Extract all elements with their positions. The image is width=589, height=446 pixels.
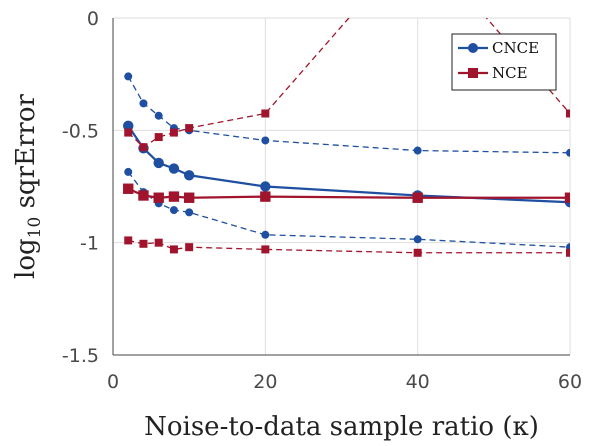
cnce-upper-point xyxy=(261,136,270,145)
cnce-mean-point xyxy=(260,181,271,192)
nce-lower-point xyxy=(413,248,422,257)
nce-upper-point xyxy=(124,128,133,137)
cnce-upper-point xyxy=(154,111,163,120)
cnce-upper-point xyxy=(566,148,570,157)
x-tick-label: 40 xyxy=(406,371,430,393)
cnce-mean-point xyxy=(168,163,180,174)
cnce-lower-point xyxy=(185,208,194,217)
cnce-mean-point xyxy=(183,170,195,181)
tick-labels: 0 20 40 60 0 -0.5 -1 -1.5 xyxy=(62,8,582,393)
legend-marker-cnce xyxy=(468,43,478,53)
cnce-mean-line xyxy=(127,125,570,204)
nce-lower-point xyxy=(139,239,148,248)
nce-upper-point xyxy=(185,124,194,133)
nce-mean-line xyxy=(127,187,570,199)
nce-mean-point xyxy=(183,192,195,203)
cnce-lower-point xyxy=(169,206,178,215)
legend-label-cnce: CNCE xyxy=(492,39,539,57)
nce-lower-point xyxy=(154,238,163,247)
plot-area xyxy=(123,18,570,257)
legend-label-nce: NCE xyxy=(492,64,528,82)
y-tick-label: -1 xyxy=(80,233,99,255)
nce-mean-point xyxy=(138,190,149,201)
x-tick-label: 20 xyxy=(253,371,277,393)
y-axis-label-base: log xyxy=(11,238,41,279)
series-nce xyxy=(123,18,570,257)
cnce-mean-point xyxy=(123,120,134,132)
cnce-lower-point xyxy=(261,230,270,239)
series-cnce xyxy=(123,72,570,252)
nce-lower-point xyxy=(124,236,133,245)
nce-lower-point xyxy=(261,245,270,254)
cnce-lower-point xyxy=(124,167,133,176)
nce-upper-point xyxy=(169,128,178,137)
nce-lower-point xyxy=(185,243,194,252)
y-axis-label: log10 sqrError xyxy=(11,94,45,279)
nce-lower-line xyxy=(128,239,570,254)
nce-upper-point xyxy=(261,109,270,118)
legend: CNCE NCE xyxy=(451,33,557,91)
y-tick-label: -1.5 xyxy=(62,345,99,367)
y-axis-label-subscript: 10 xyxy=(25,217,45,239)
nce-upper-point xyxy=(566,109,570,118)
nce-lower-point xyxy=(169,245,178,254)
y-tick-label: -0.5 xyxy=(62,120,99,142)
nce-mean-point xyxy=(123,183,134,194)
cnce-lower-line xyxy=(127,171,570,248)
x-tick-label: 0 xyxy=(107,371,119,393)
nce-mean-point xyxy=(153,192,164,203)
y-tick-label: 0 xyxy=(87,8,99,30)
y-axis-label-rest: sqrError xyxy=(11,94,41,217)
cnce-upper-point xyxy=(124,72,133,81)
nce-mean-point xyxy=(412,192,423,203)
nce-mean-point xyxy=(260,191,271,202)
nce-mean-point xyxy=(564,192,570,203)
nce-lower-point xyxy=(566,248,570,257)
legend-box xyxy=(451,33,557,91)
cnce-mean-point xyxy=(153,157,164,169)
legend-marker-nce xyxy=(468,68,478,78)
x-tick-label: 60 xyxy=(558,371,582,393)
cnce-upper-point xyxy=(413,146,422,155)
axes xyxy=(112,18,570,356)
cnce-lower-point xyxy=(413,235,422,244)
x-axis-label: Noise-to-data sample ratio (κ) xyxy=(144,412,539,442)
nce-mean-point xyxy=(168,191,180,202)
nce-upper-point xyxy=(139,143,148,152)
cnce-upper-point xyxy=(139,99,148,108)
nce-upper-point xyxy=(154,133,163,142)
